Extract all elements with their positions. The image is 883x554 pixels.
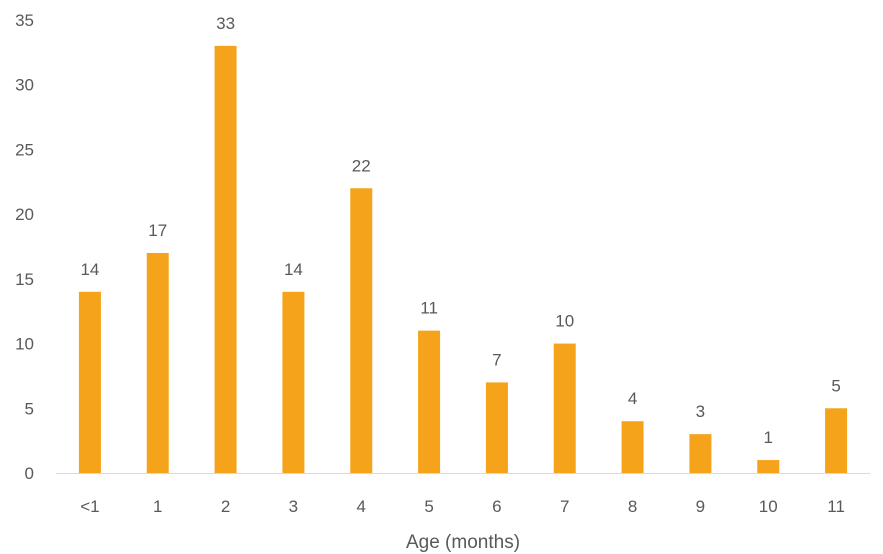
data-label: 5 (831, 376, 840, 395)
y-tick-label: 20 (15, 205, 34, 224)
data-label: 7 (492, 350, 501, 369)
y-tick-label: 30 (15, 76, 34, 95)
data-label: 11 (420, 299, 438, 318)
x-tick-label: 7 (560, 497, 569, 516)
bar-series (78, 45, 848, 474)
data-labels: 14 17 33 14 22 11 7 10 4 3 1 5 (80, 14, 840, 447)
data-label: 14 (80, 260, 99, 279)
x-tick-label: 10 (759, 497, 778, 516)
x-axis-tick-labels: <1 1 2 3 4 5 6 7 8 9 10 11 (80, 497, 845, 516)
y-tick-label: 5 (25, 399, 34, 418)
bar (78, 291, 101, 473)
x-axis-title: Age (months) (406, 532, 520, 553)
data-label: 4 (628, 389, 637, 408)
bar (621, 421, 644, 473)
x-tick-label: 9 (696, 497, 705, 516)
data-label: 1 (764, 428, 773, 447)
bar (689, 434, 712, 473)
x-tick-label: <1 (80, 497, 99, 516)
bar (553, 343, 576, 473)
bar (350, 188, 373, 473)
x-tick-label: 1 (153, 497, 162, 516)
y-tick-label: 0 (25, 464, 34, 483)
x-tick-label: 6 (492, 497, 501, 516)
data-label: 10 (555, 312, 574, 331)
y-tick-label: 10 (15, 335, 34, 354)
x-tick-label: 2 (221, 497, 230, 516)
bar (757, 460, 780, 473)
x-tick-label: 4 (357, 497, 366, 516)
bar (146, 252, 169, 473)
bar (825, 408, 848, 473)
data-label: 22 (352, 156, 371, 175)
y-axis-tick-labels: 0 5 10 15 20 25 30 35 (15, 11, 34, 483)
data-label: 33 (216, 14, 235, 33)
y-tick-label: 35 (15, 11, 34, 30)
data-label: 17 (148, 221, 167, 240)
y-tick-label: 25 (15, 140, 34, 159)
bar (485, 382, 508, 473)
x-tick-label: 8 (628, 497, 637, 516)
data-label: 3 (696, 402, 705, 421)
data-label: 14 (284, 260, 303, 279)
x-tick-label: 11 (827, 497, 845, 516)
x-tick-label: 3 (289, 497, 298, 516)
y-tick-label: 15 (15, 270, 34, 289)
bar (418, 330, 441, 473)
x-tick-label: 5 (424, 497, 433, 516)
bar (214, 45, 237, 474)
bar (282, 291, 305, 473)
